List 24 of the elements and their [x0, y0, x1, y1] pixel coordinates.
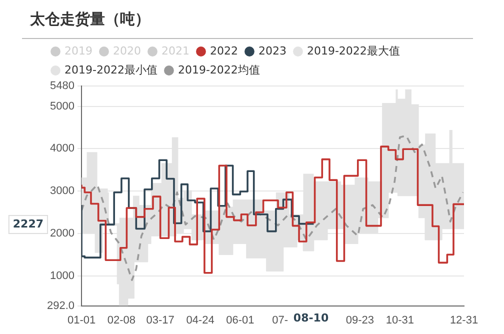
chart-title: 太仓走货量（吨）	[30, 10, 150, 29]
x-tick-label: 06-01	[226, 314, 254, 326]
y-tick-label: 5000	[50, 100, 75, 112]
text: 2227	[12, 217, 44, 230]
x-tick-label: 04-24	[186, 314, 214, 326]
y-tick-label: 2000	[50, 227, 75, 240]
x-tick-label: 07-	[272, 314, 288, 326]
y-tick-label: 4000	[50, 142, 75, 155]
legend-label: 2019-2022最大值	[306, 44, 400, 58]
y-tick-label: 3000	[50, 185, 75, 198]
legend-label: 2022	[210, 44, 238, 58]
legend-label: 2019-2022均值	[178, 63, 260, 76]
x-tick-label: 01-01	[67, 314, 96, 326]
legend-label: 2019-2022最小值	[64, 63, 158, 76]
legend-label: 2023	[258, 44, 286, 58]
x-tick-label: 12-31	[450, 314, 478, 326]
y-tick-label: 5480	[50, 80, 75, 92]
y-tick-label: 292.0	[46, 300, 75, 312]
x-tick-label: 02-08	[107, 314, 136, 326]
x-tick-label: 03-17	[146, 314, 174, 326]
y-tick-label: 1000	[50, 270, 75, 282]
x-tick-label: 10-31	[386, 314, 414, 326]
text: 08-10	[293, 312, 329, 325]
x-tick-label: 09-23	[346, 314, 374, 326]
